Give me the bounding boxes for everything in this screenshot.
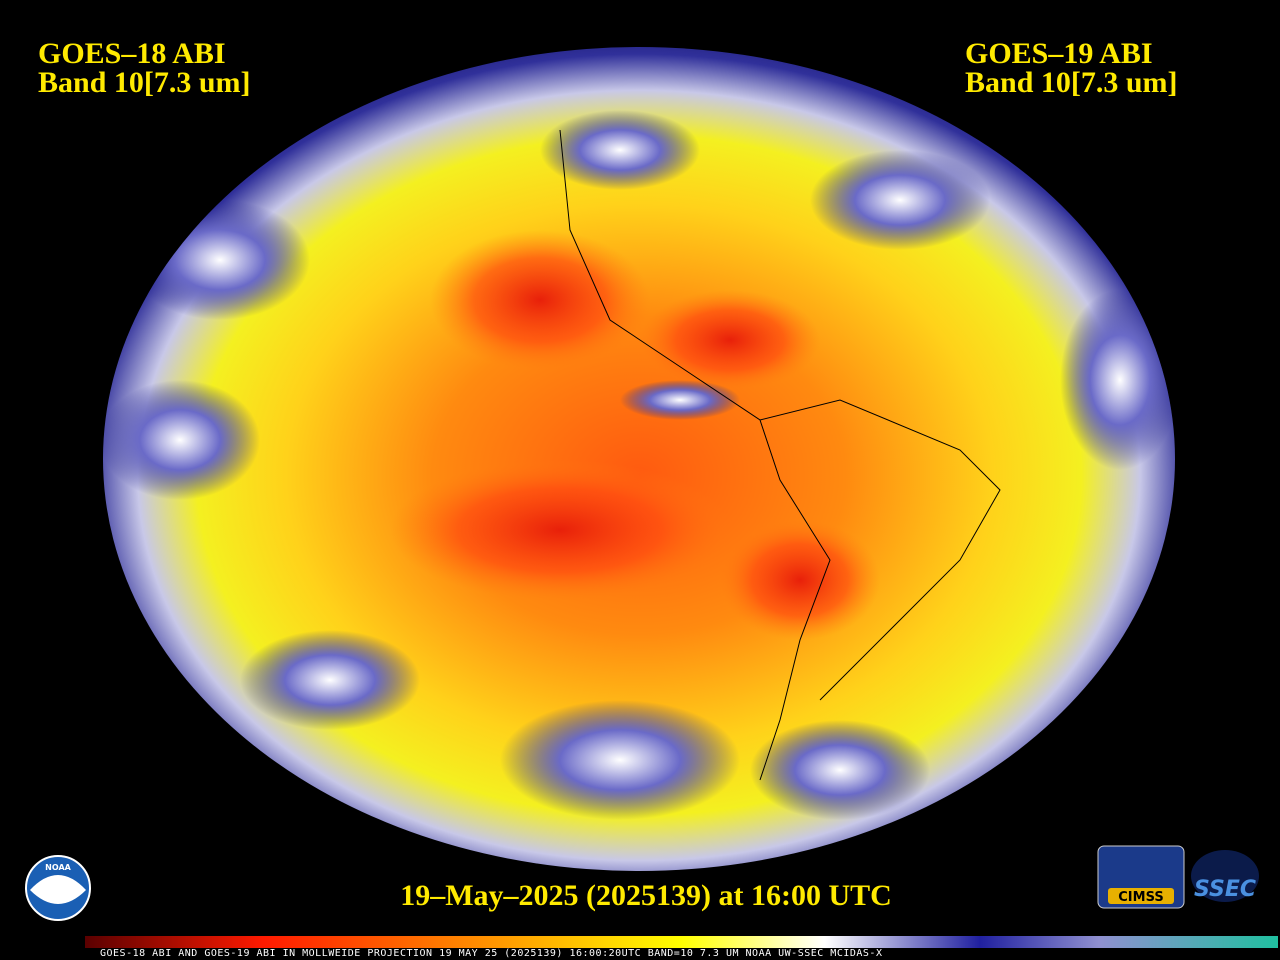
footer-text: GOES-18 ABI AND GOES-19 ABI IN MOLLWEIDE… — [100, 948, 882, 959]
left-band: Band 10[7.3 um] — [38, 66, 251, 99]
right-title: GOES–19 ABI — [965, 37, 1153, 70]
cimss-text: CIMSS — [1118, 890, 1163, 905]
noaa-logo: NOAA — [25, 855, 91, 921]
noaa-text: NOAA — [45, 863, 71, 872]
cimss-logo: CIMSS — [1097, 845, 1185, 909]
satellite-disk — [103, 47, 1175, 871]
left-title: GOES–18 ABI — [38, 37, 226, 70]
date-caption: 19–May–2025 (2025139) at 16:00 UTC — [400, 879, 892, 912]
ssec-logo: SSEC — [1191, 850, 1259, 902]
right-band: Band 10[7.3 um] — [965, 66, 1178, 99]
color-bar — [85, 936, 1278, 948]
ssec-text: SSEC — [1194, 877, 1256, 902]
